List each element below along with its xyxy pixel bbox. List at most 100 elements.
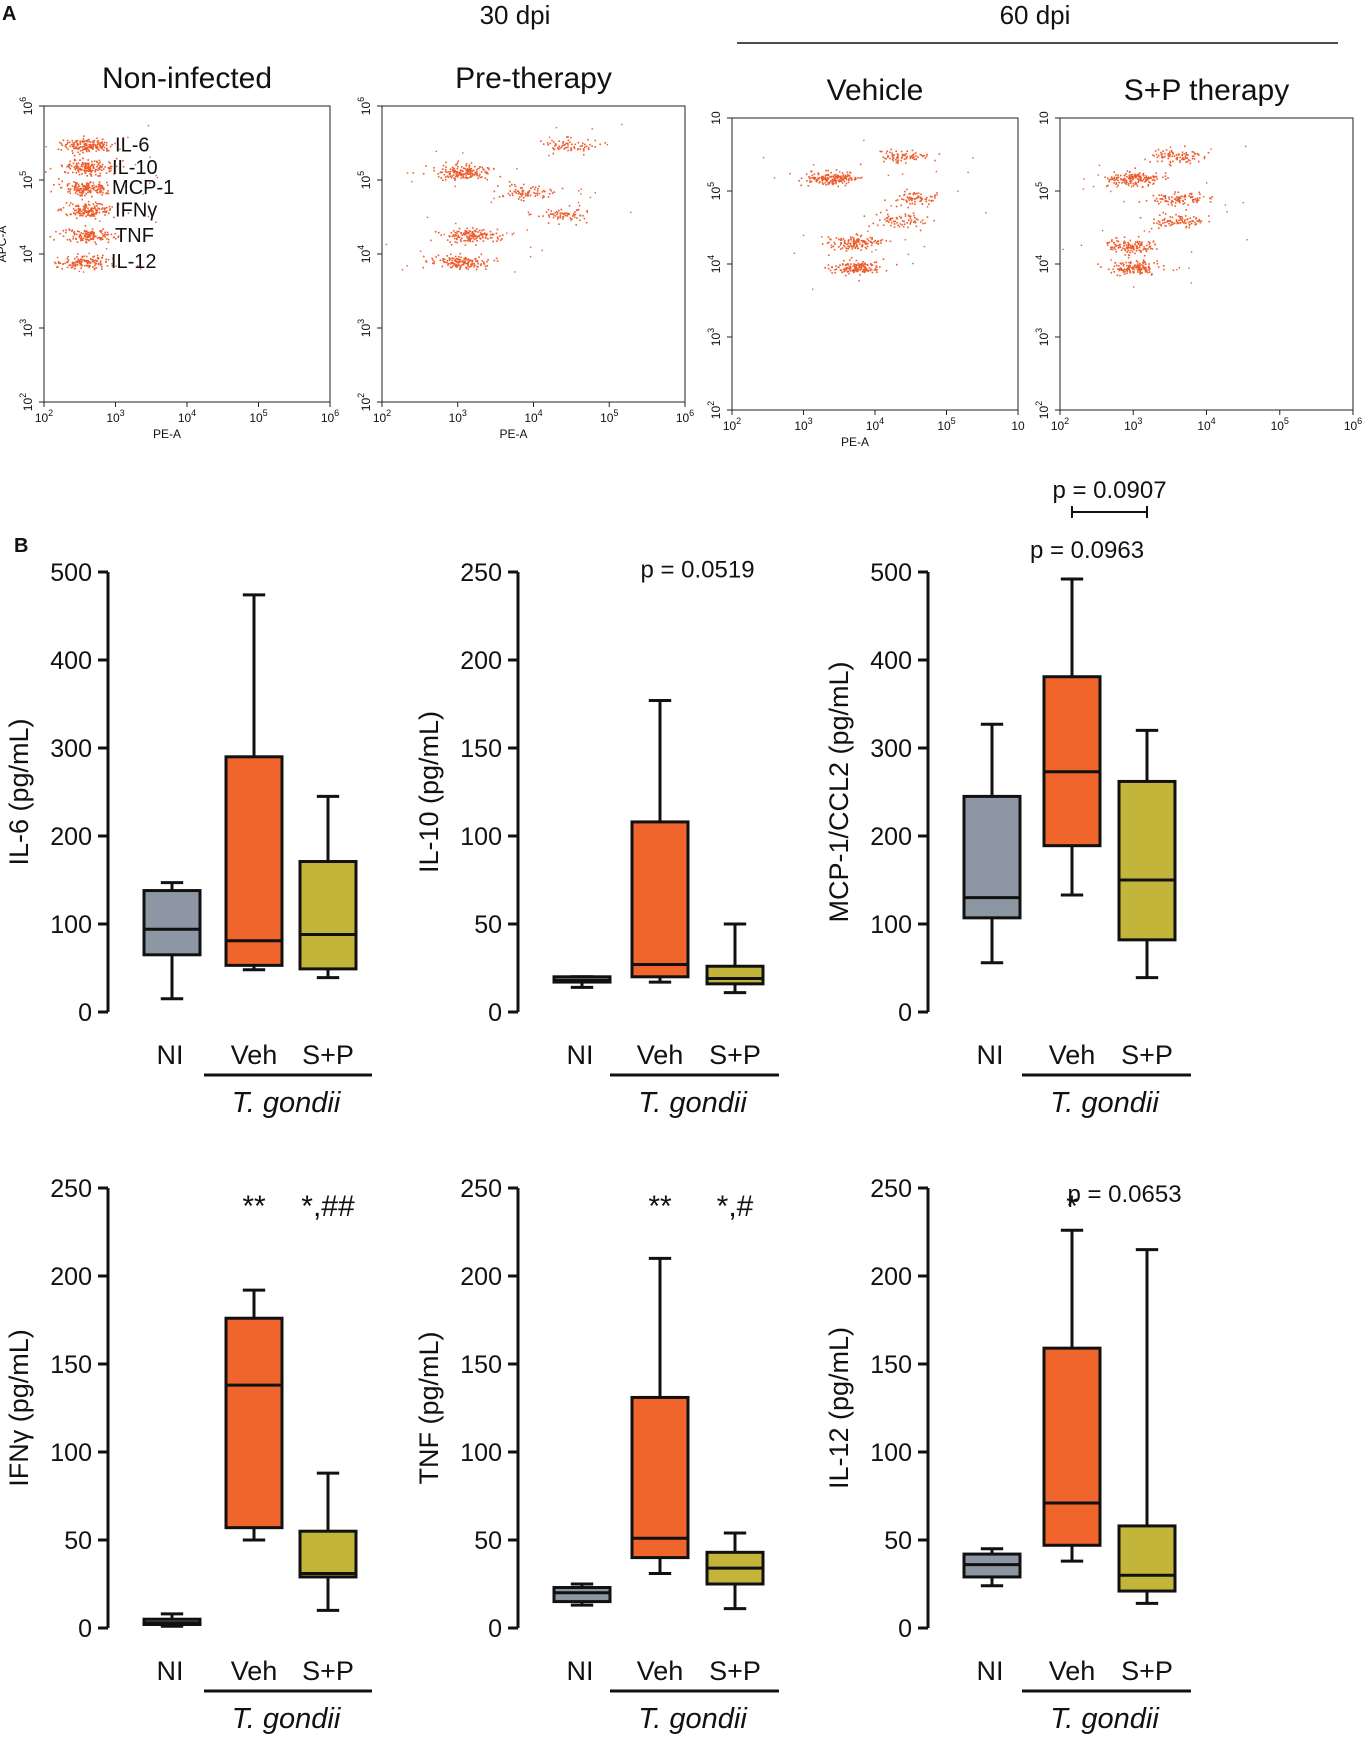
flow-dot (903, 220, 905, 223)
box-category-label: S+P (1121, 1656, 1173, 1686)
flow-dot (859, 264, 862, 267)
flow-dot (77, 207, 80, 210)
flow-dot (863, 268, 865, 271)
flow-dot (1120, 177, 1122, 180)
flow-dot (88, 189, 91, 192)
flow-dot (522, 189, 525, 192)
flow-dot (456, 172, 459, 174)
flow-dot (83, 140, 86, 143)
flow-dot (599, 143, 601, 146)
flow-dot (142, 193, 144, 196)
flow-dot (437, 231, 440, 234)
flow-dot (567, 139, 570, 142)
flow-dot (89, 191, 92, 194)
flow-dot (77, 183, 80, 186)
flow-dot (1140, 268, 1143, 271)
flow-dot (77, 209, 80, 212)
flow-dot (103, 234, 105, 237)
flow-x-axis-title: PE-A (841, 435, 869, 449)
flow-dot (86, 262, 89, 265)
flow-dot (844, 267, 846, 270)
flow-dot (569, 141, 571, 144)
flow-dot (67, 255, 69, 258)
flow-dot (912, 192, 915, 195)
flow-dot (495, 232, 498, 235)
flow-dot (479, 237, 481, 240)
flow-dot (480, 232, 483, 235)
flow-dot (847, 263, 849, 266)
flow-dot (820, 178, 823, 180)
flow-dot (857, 240, 860, 243)
flow-dot (89, 141, 92, 143)
flow-dot (81, 165, 84, 168)
flow-dot (1143, 266, 1146, 269)
flow-dot (1150, 274, 1153, 276)
flow-dot (844, 264, 847, 267)
flow-dot (480, 171, 483, 173)
flow-dot (1174, 191, 1177, 193)
flow-dot (914, 152, 917, 154)
flow-dot (460, 174, 462, 177)
flow-dot (527, 192, 530, 194)
flow-dot (91, 238, 94, 240)
flow-dot (458, 227, 461, 230)
flow-dot (78, 230, 80, 233)
flow-dot (465, 163, 468, 165)
flow-dot (102, 210, 104, 213)
flow-dot (1137, 235, 1140, 238)
flow-dot (1181, 217, 1184, 220)
flow-dot (90, 173, 93, 176)
flow-dot (1140, 179, 1142, 182)
box-y-tick-label: 0 (488, 999, 502, 1027)
flow-dot (560, 208, 563, 211)
flow-dot (95, 243, 97, 246)
flow-dot (86, 233, 88, 236)
flow-dot (1187, 221, 1190, 224)
flow-dot (462, 259, 464, 262)
flow-dot (518, 196, 521, 198)
flow-dot (93, 206, 96, 208)
flow-dot (100, 185, 102, 188)
flow-dot (1188, 224, 1191, 226)
flow-dot (1117, 179, 1119, 181)
flow-dot (549, 142, 552, 145)
flow-y-tick-label: 104 (356, 245, 373, 263)
flow-dot (817, 173, 820, 175)
flow-dot (73, 154, 76, 157)
flow-dot (75, 147, 77, 150)
flow-dot (807, 184, 810, 187)
flow-dot (449, 266, 452, 268)
flow-dot (88, 186, 91, 189)
flow-dot (1097, 174, 1099, 176)
flow-dot (470, 167, 473, 170)
flow-dot (86, 150, 88, 153)
flow-dot (1138, 178, 1141, 181)
flow-dot (808, 176, 811, 179)
flow-dot (119, 148, 121, 150)
flow-dot (69, 145, 71, 148)
flow-dot (1116, 177, 1119, 179)
flow-dot (81, 198, 84, 201)
flow-dot (863, 271, 866, 274)
flow-dot (469, 169, 471, 171)
flow-dot (1189, 159, 1191, 162)
flow-dot (919, 153, 921, 156)
flow-dot (932, 199, 934, 202)
flow-dot (66, 143, 68, 145)
flow-dot (77, 169, 79, 172)
flow-dot (894, 220, 896, 223)
flow-dot (1178, 153, 1180, 156)
flow-dot (86, 210, 89, 213)
flow-dot (1160, 224, 1162, 227)
flow-dot (1135, 183, 1138, 186)
flow-dot (1156, 156, 1159, 159)
flow-dot (1124, 271, 1126, 273)
flow-dot (94, 145, 97, 148)
flow-dot (854, 268, 857, 270)
flow-dot (844, 184, 847, 187)
flow-dot (482, 240, 485, 242)
flow-dot (511, 183, 513, 186)
flow-dot (425, 165, 427, 167)
